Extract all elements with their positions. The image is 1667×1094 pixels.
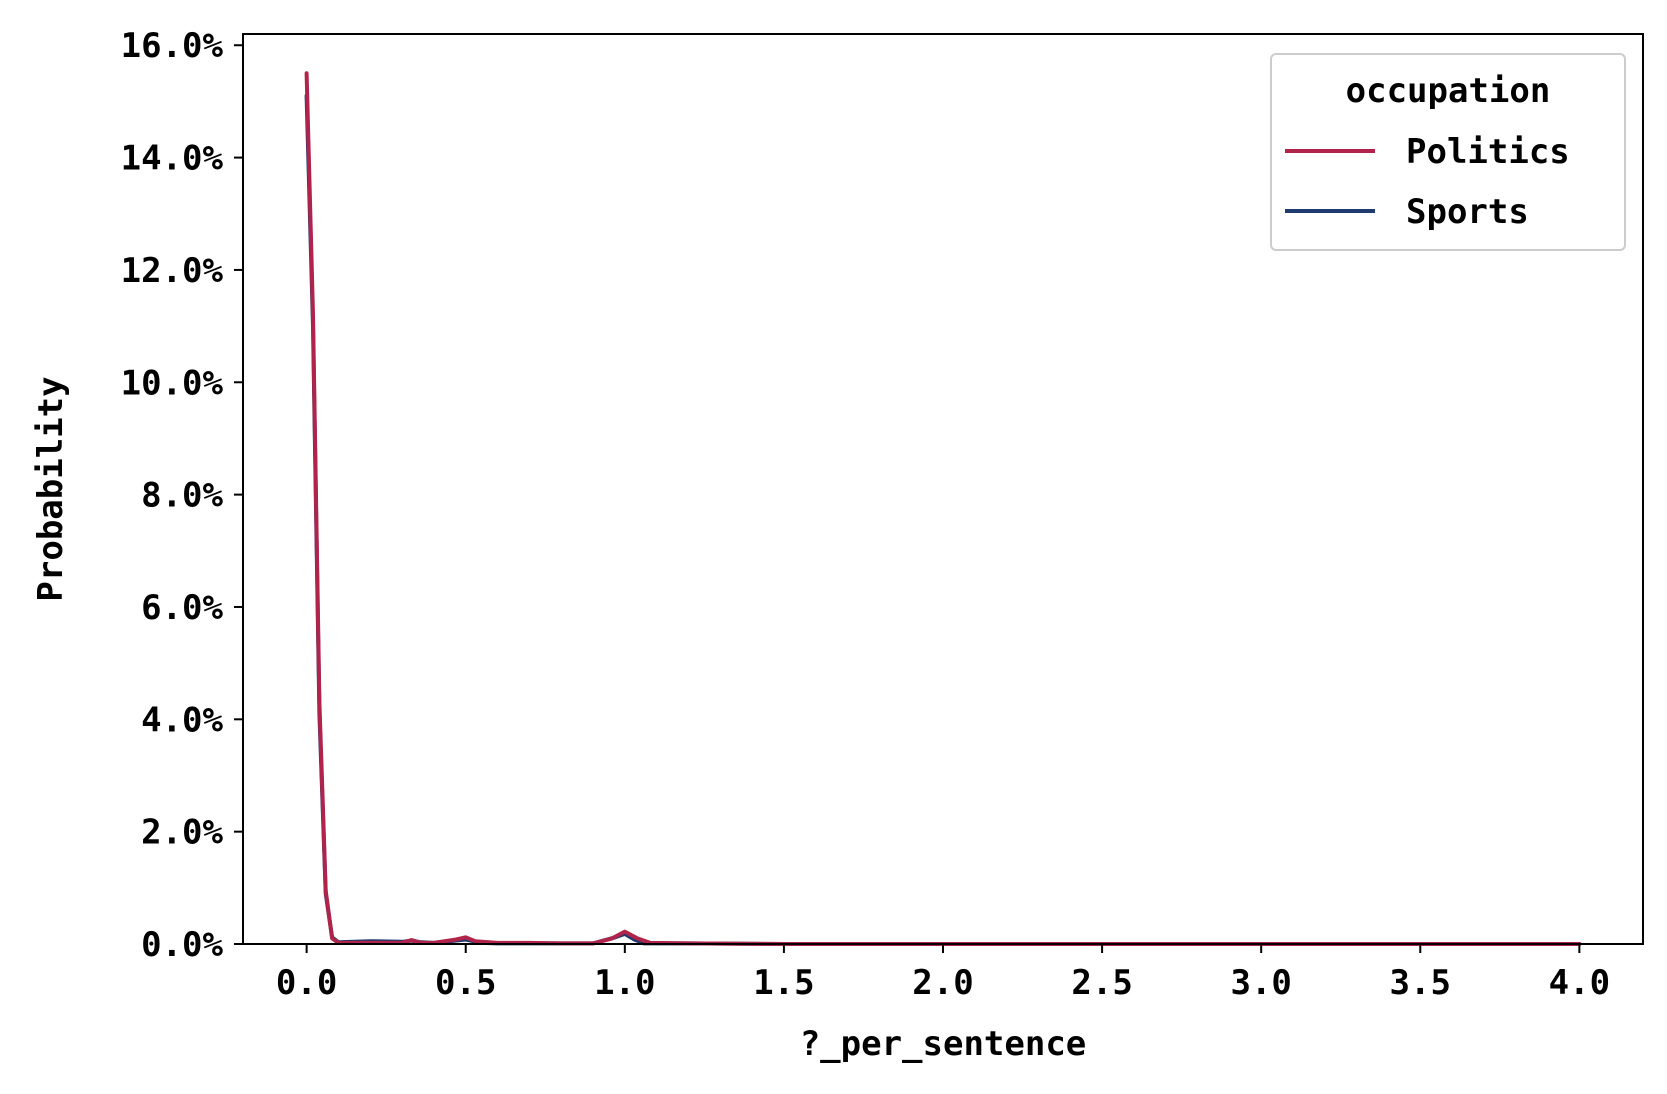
y-tick-label: 14.0%: [121, 139, 224, 179]
y-tick-label: 0.0%: [141, 925, 223, 965]
legend-title: occupation: [1346, 71, 1551, 111]
y-tick-label: 12.0%: [121, 251, 224, 291]
x-tick-label: 1.0: [594, 963, 655, 1003]
x-axis-label: ?_per_sentence: [800, 1024, 1087, 1064]
y-axis: 0.0% 2.0% 4.0% 6.0% 8.0% 10.0% 12.0% 14.0% 16.0%: [121, 26, 243, 965]
y-tick-label: 4.0%: [141, 700, 223, 740]
x-tick-label: 2.0: [912, 963, 973, 1003]
y-tick-label: 10.0%: [121, 363, 224, 403]
x-tick-label: 3.0: [1230, 963, 1291, 1003]
legend-box: [1270, 53, 1626, 251]
x-tick-label: 0.5: [435, 963, 496, 1003]
y-axis-label: Probability: [31, 376, 71, 601]
x-tick-label: 0.0: [276, 963, 337, 1003]
legend: occupation Politics Sports: [1270, 53, 1626, 251]
x-tick-label: 3.5: [1390, 963, 1451, 1003]
y-tick-label: 16.0%: [121, 26, 224, 66]
x-tick-label: 1.5: [753, 963, 814, 1003]
y-tick-label: 2.0%: [141, 813, 223, 853]
legend-label-politics: Politics: [1406, 132, 1570, 172]
y-tick-label: 8.0%: [141, 476, 223, 516]
x-tick-label: 2.5: [1071, 963, 1132, 1003]
y-tick-label: 6.0%: [141, 588, 223, 628]
x-tick-label: 4.0: [1549, 963, 1610, 1003]
legend-entries: Politics Sports: [1285, 132, 1570, 232]
legend-label-sports: Sports: [1406, 192, 1529, 232]
x-axis: 0.0 0.5 1.0 1.5 2.0 2.5 3.0 3.5 4.0: [276, 944, 1610, 1003]
